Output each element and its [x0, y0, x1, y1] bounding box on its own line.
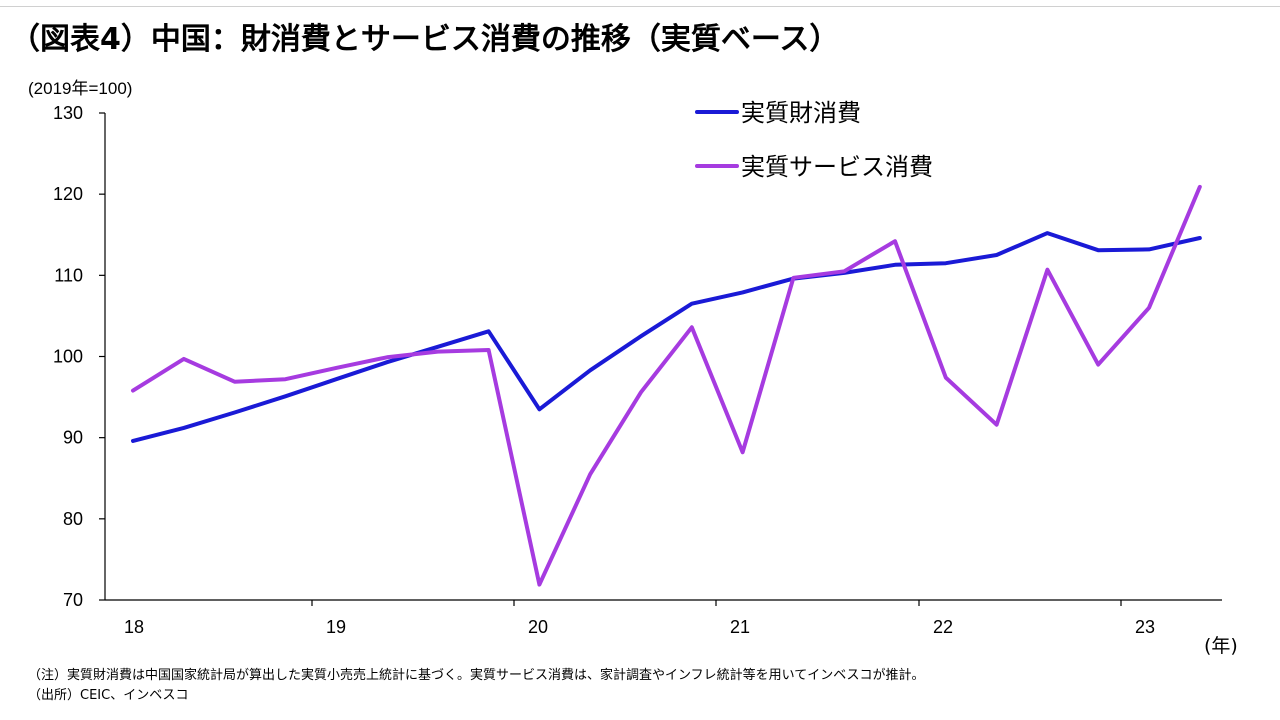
y-axis-unit-label: (2019年=100): [28, 79, 133, 98]
x-tick-label: 19: [326, 617, 346, 637]
x-tick-label: 21: [730, 617, 750, 637]
x-tick-label: 18: [124, 617, 144, 637]
y-tick-label: 90: [63, 428, 83, 448]
y-tick-label: 70: [63, 590, 83, 610]
footnotes: （注）実質財消費は中国国家統計局が算出した実質小売売上統計に基づく。実質サービス…: [28, 666, 924, 706]
series-line-goods: [131, 231, 1202, 443]
y-tick-label: 120: [53, 184, 83, 204]
footnote-note: （注）実質財消費は中国国家統計局が算出した実質小売売上統計に基づく。実質サービス…: [28, 668, 925, 683]
y-tick-label: 100: [53, 347, 83, 367]
x-tick-label: 23: [1135, 617, 1155, 637]
series-line-services: [131, 184, 1202, 587]
footnote-source: （出所）CEIC、インベスコ: [28, 688, 189, 703]
y-tick-label: 80: [63, 509, 83, 529]
legend-label-goods: 実質財消費: [741, 99, 861, 127]
y-tick-label: 130: [53, 103, 83, 123]
x-axis-unit-label: (年): [1204, 635, 1238, 657]
x-tick-label: 20: [528, 617, 548, 637]
legend-label-services: 実質サービス消費: [741, 153, 933, 181]
page-title: （図表4）中国：財消費とサービス消費の推移（実質ベース）: [10, 22, 840, 57]
y-tick-label: 110: [54, 265, 83, 285]
x-tick-label: 22: [933, 617, 953, 637]
title-rule: [0, 6, 1280, 7]
